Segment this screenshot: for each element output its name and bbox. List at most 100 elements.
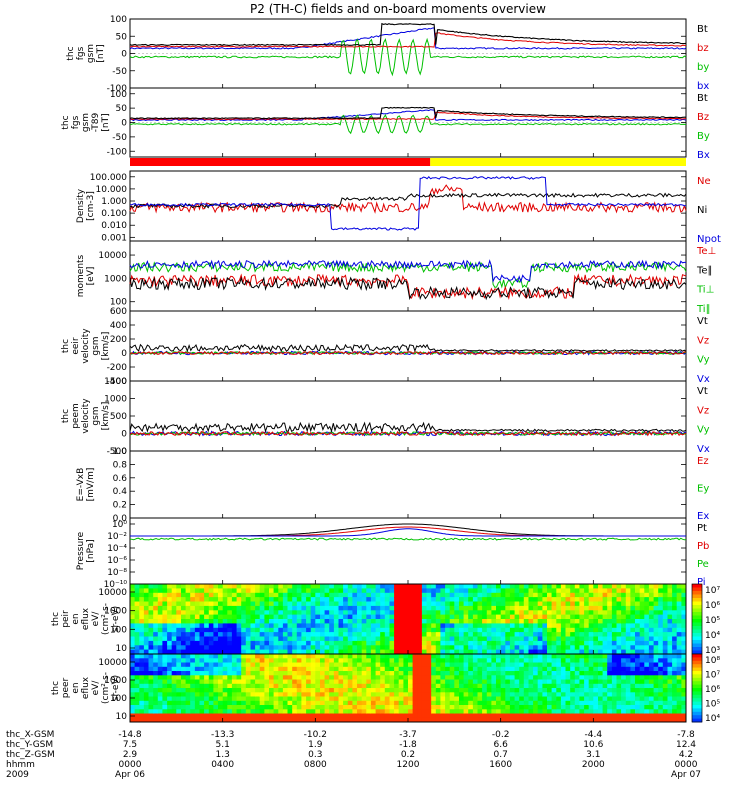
spectrogram-cell [370,605,377,611]
spectrogram-cell [403,632,409,638]
spectrogram-cell [574,592,580,598]
spectrogram-cell [222,679,228,685]
spectrogram-cell [491,709,497,715]
spectrogram-cell [445,588,451,594]
spectrogram-cell [644,645,650,651]
x-axis-value: 4.2 [679,750,693,760]
spectrogram-cell [148,610,154,616]
spectrogram-cell [648,605,655,611]
spectrogram-cell [491,627,497,633]
spectrogram-cell [616,654,622,659]
spectrogram-cell [181,623,187,629]
spectrogram-cell [315,614,321,620]
spectrogram-cell [574,696,580,702]
spectrogram-cell [301,605,307,611]
spectrogram-cell [143,696,150,702]
colorbar-segment [692,643,702,648]
spectrogram-cell [588,614,594,620]
legend-entry: Vx [697,374,710,385]
spectrogram-cell [496,632,502,638]
spectrogram-cell [463,645,469,651]
spectrogram-cell [514,705,520,710]
spectrogram-cell [333,636,340,642]
spectrogram-cell [519,679,525,685]
spectrogram-cell [222,588,228,594]
spectrogram-cell [343,592,349,598]
spectrogram-cell [496,592,502,598]
spectrogram-cell [505,679,511,685]
spectrogram-cell [486,597,492,603]
spectrogram-cell [662,588,668,594]
spectrogram-cell [635,713,641,719]
spectrogram-cell [320,605,326,611]
spectrogram-cell [658,597,664,603]
spectrogram-cell [130,588,136,594]
spectrogram-cell [500,597,506,603]
spectrogram-cell [584,709,590,715]
spectrogram-cell [574,627,580,633]
spectrogram-cell [236,619,242,624]
legend-entry: Bz [697,112,709,123]
spectrogram-cell [435,601,441,607]
spectrogram-cell [523,614,529,620]
status-bar-red [130,158,431,166]
spectrogram-cell [533,696,539,702]
spectrogram-cell [463,700,469,706]
spectrogram-cell [167,692,173,698]
spectrogram-cell [269,662,275,668]
spectrogram-cell [611,705,618,710]
y-axis-label: en [71,613,81,624]
spectrogram-cell [310,679,316,685]
spectrogram-cell [194,679,201,685]
spectrogram-cell [653,658,659,664]
spectrogram-cell [282,649,289,654]
panel-frame [129,240,687,312]
spectrogram-cell [570,623,576,629]
spectrogram-cell [556,662,562,668]
spectrogram-cell [185,623,191,629]
spectrogram-cell [176,645,182,651]
spectrogram-cell [519,592,525,598]
x-axis-row-label: thc_Z-GSM [6,750,55,760]
spectrogram-cell [408,705,414,710]
spectrogram-cell [556,696,562,702]
spectrogram-cell [287,675,293,681]
spectrogram-cell [357,679,363,685]
spectrogram-cell [672,688,678,693]
spectrogram-cell [556,605,562,611]
spectrogram-cell [482,666,488,672]
spectrogram-cell [426,709,432,715]
spectrogram-cell [556,636,562,642]
spectrogram-cell [542,584,548,589]
spectrogram-cell [157,671,163,676]
spectrogram-cell [547,645,553,651]
spectrogram-cell [255,649,261,654]
y-tick-label: -400 [107,377,128,387]
spectrogram-cell [421,584,428,589]
spectrogram-cell [676,601,682,607]
y-axis-label: (cm²-s- [101,672,111,704]
spectrogram-cell [431,683,437,689]
spectrogram-cell [593,584,599,589]
spectrogram-cell [130,627,136,633]
spectrogram-cell [621,679,627,685]
spectrogram-cell [496,588,502,594]
spectrogram-cell [208,605,214,611]
legend-entry: Vz [697,335,709,346]
spectrogram-cell [143,662,150,668]
spectrogram-cell [412,692,418,698]
spectrogram-cell [547,671,553,676]
spectrogram-cell [227,614,233,620]
spectrogram-cell [278,619,284,624]
spectrogram-cell [574,619,580,624]
spectrogram-cell [296,696,302,702]
spectrogram-cell [190,597,196,603]
spectrogram-cell [370,623,377,629]
spectrogram-cell [630,610,636,616]
spectrogram-cell [343,679,349,685]
legend-entry: Te∥ [696,265,713,276]
spectrogram-cell [505,688,511,693]
spectrogram-cell [468,683,474,689]
y-tick-label: 100 [110,694,127,704]
